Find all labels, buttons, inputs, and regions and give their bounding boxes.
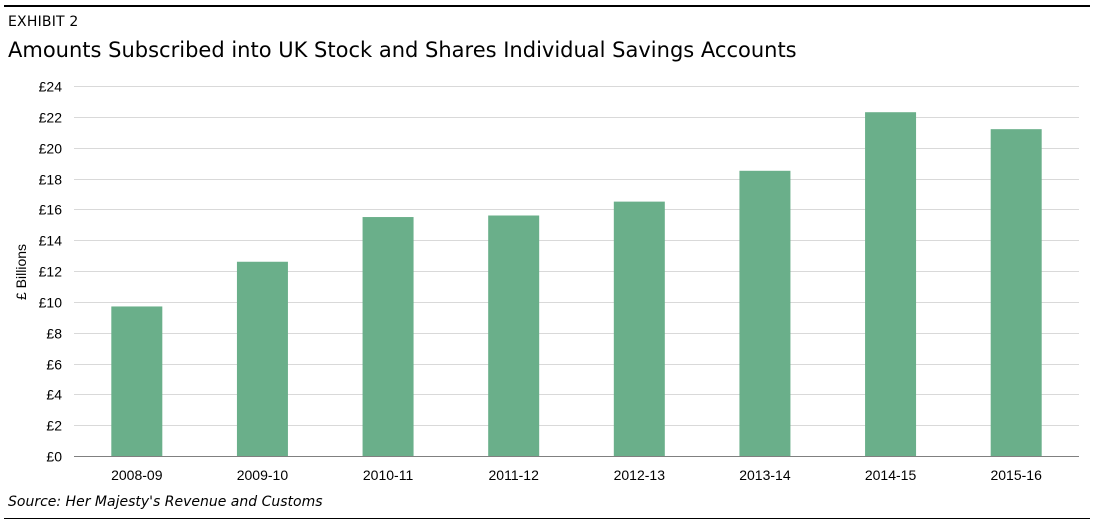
bar-2015-16 [990,129,1042,456]
y-tick-label: £6 [46,357,62,373]
bottom-rule [4,518,1090,519]
top-rule [4,5,1090,7]
y-tick-label: £24 [39,79,63,95]
y-axis-label: £ Billions [13,244,29,300]
y-tick-label: £0 [46,449,62,465]
chart-title: Amounts Subscribed into UK Stock and Sha… [8,38,797,62]
x-tick-label: 2011-12 [489,467,540,483]
bar-2014-15 [865,112,917,456]
bar-2012-13 [613,201,665,456]
y-tick-label: £20 [39,141,63,157]
x-tick-label: 2014-15 [865,467,917,483]
x-tick-label: 2008-09 [111,467,163,483]
bar-2013-14 [739,170,791,456]
y-tick-label: £16 [39,202,63,218]
y-tick-label: £22 [39,110,63,126]
y-tick-label: £18 [39,172,63,188]
x-tick-label: 2015-16 [990,467,1042,483]
y-tick-label: £8 [46,326,62,342]
bar-2008-09 [111,306,163,456]
bar-2010-11 [362,217,414,456]
exhibit-label: EXHIBIT 2 [8,14,79,30]
bar-2011-12 [488,215,540,456]
x-tick-label: 2013-14 [739,467,791,483]
x-tick-labels: 2008-09 2009-10 2010-11 2011-12 2012-13 2013-… [111,467,1042,483]
gridlines [74,86,1079,426]
x-tick-label: 2012-13 [614,467,666,483]
y-tick-label: £14 [39,233,63,249]
y-tick-label: £10 [39,295,63,311]
bar-2009-10 [236,261,288,456]
y-tick-labels: £0 £2 £4 £6 £8 £10 £12 £14 £16 £18 £20 £22 £24 [39,79,63,465]
y-tick-label: £2 [46,418,62,434]
y-tick-label: £4 [46,387,62,403]
x-tick-label: 2010-11 [363,467,414,483]
bars [111,112,1042,456]
x-tick-label: 2009-10 [237,467,289,483]
source-note: Source: Her Majesty's Revenue and Custom… [8,494,323,510]
y-tick-label: £12 [39,264,63,280]
